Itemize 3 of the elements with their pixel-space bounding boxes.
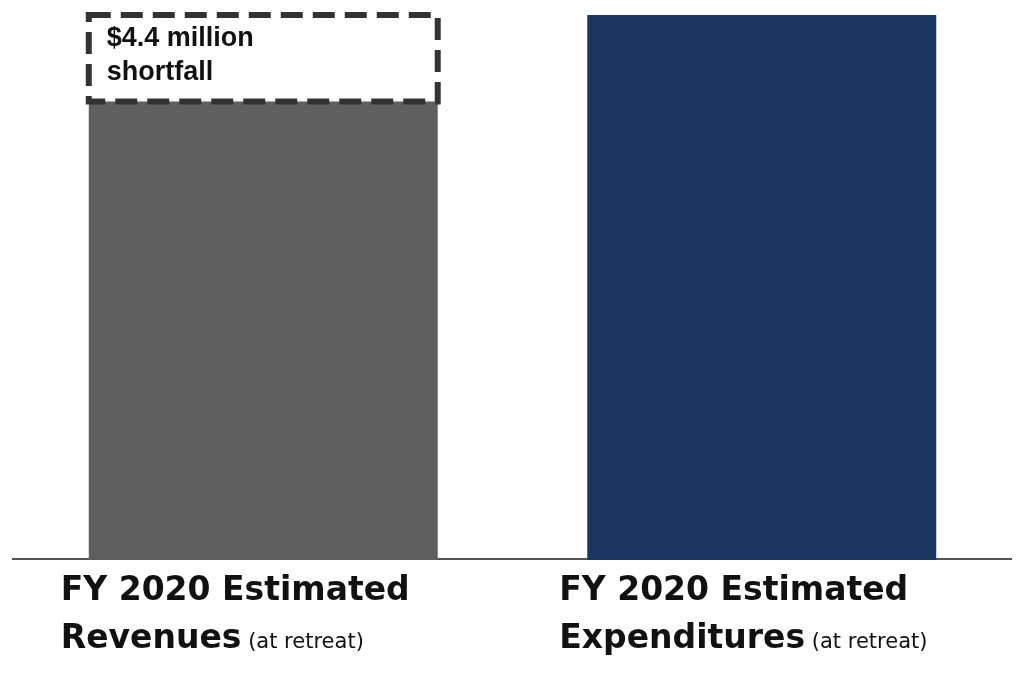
data-label: $4.4 million shortfall: [106, 21, 254, 86]
x-tick-label: FY 2020 Estimated Revenues (at retreat): [60, 569, 410, 656]
x-tick-label: FY 2020 Estimated Expenditures (at retreat): [559, 569, 928, 656]
